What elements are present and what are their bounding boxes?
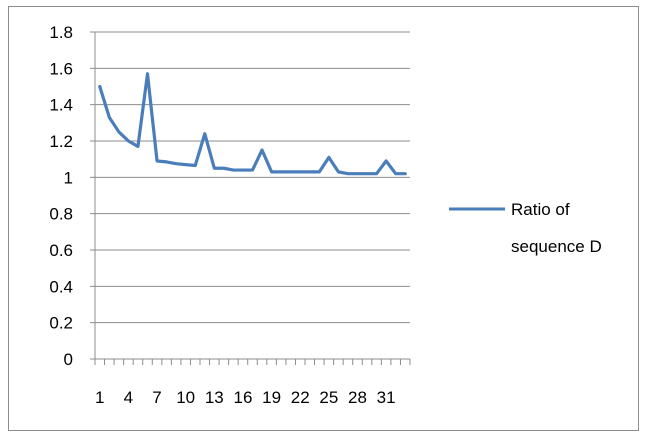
series-line xyxy=(98,72,407,176)
y-tick-label: 0.8 xyxy=(49,205,73,224)
legend-label-line-2: sequence D xyxy=(511,237,602,256)
y-tick-label: 1 xyxy=(64,168,73,187)
y-tick-label: 0.2 xyxy=(49,314,73,333)
axes xyxy=(90,31,411,365)
y-axis-tick-labels: 0 0.2 0.4 0.6 0.8 1 1.2 1.4 1.6 1.8 xyxy=(49,23,73,369)
x-tick-label: 4 xyxy=(124,388,133,407)
x-tick-label: 1 xyxy=(95,388,104,407)
gridlines xyxy=(95,31,410,324)
y-tick-label: 0.6 xyxy=(49,241,73,260)
y-tick-label: 0.4 xyxy=(49,277,73,296)
legend-label-line-1: Ratio of xyxy=(511,200,570,219)
y-tick-label: 1.8 xyxy=(49,23,73,42)
x-tick-label: 13 xyxy=(205,388,224,407)
x-tick-label: 7 xyxy=(152,388,161,407)
x-tick-label: 31 xyxy=(377,388,396,407)
x-tick-label: 19 xyxy=(262,388,281,407)
x-tick-label: 28 xyxy=(348,388,367,407)
chart-area: 0 0.2 0.4 0.6 0.8 1 1.2 1.4 1.6 1.8 1 4 7 10 13 16 19 22… xyxy=(8,6,639,431)
y-tick-label: 1.2 xyxy=(49,132,73,151)
x-axis-tick-labels: 1 4 7 10 13 16 19 22 25 28 31 xyxy=(95,388,396,407)
legend: Ratio of sequence D xyxy=(449,200,602,256)
x-tick-label: 25 xyxy=(319,388,338,407)
x-tick-label: 10 xyxy=(176,388,195,407)
y-tick-label: 1.4 xyxy=(49,96,73,115)
series-layer xyxy=(98,72,407,176)
x-tick-label: 16 xyxy=(233,388,252,407)
line-chart: 0 0.2 0.4 0.6 0.8 1 1.2 1.4 1.6 1.8 1 4 7 10 13 16 19 22… xyxy=(49,23,602,407)
y-tick-label: 0 xyxy=(64,350,73,369)
y-tick-label: 1.6 xyxy=(49,59,73,78)
x-tick-label: 22 xyxy=(291,388,310,407)
